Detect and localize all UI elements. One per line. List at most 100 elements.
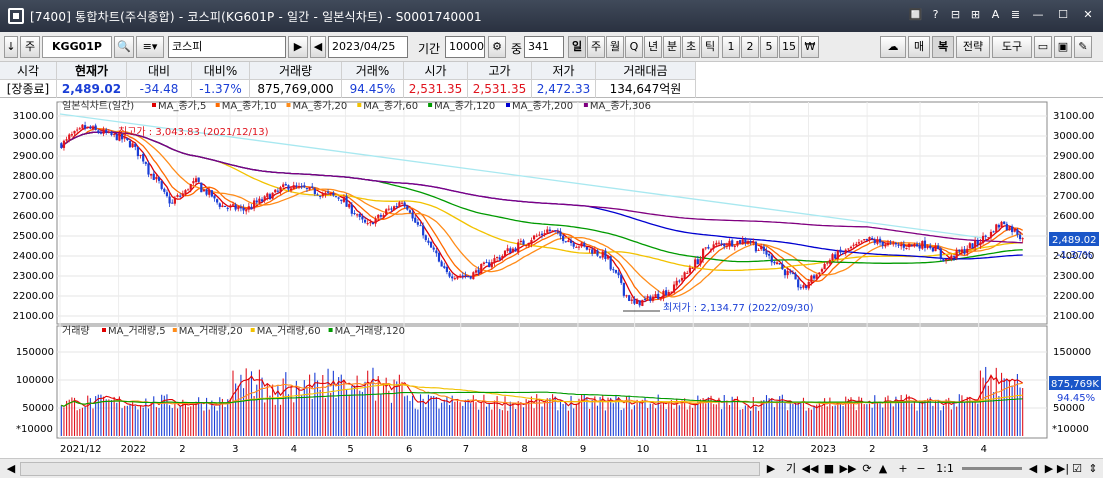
candle-body: [276, 190, 279, 192]
currency-button[interactable]: ₩: [801, 36, 819, 58]
close-icon[interactable]: ✕: [1083, 8, 1093, 21]
interval-15-button[interactable]: 15: [779, 36, 799, 58]
volume-ratio-badge: 94.45%: [1057, 393, 1095, 404]
chart-area[interactable]: 3100.00 3000.00 2900.00 2800.00 2700.00 2600.…: [0, 98, 1103, 458]
high-annotation: 최고가 : 3,043.83 (2021/12/13): [118, 126, 269, 138]
period-day-button[interactable]: 일: [568, 36, 586, 58]
slider-right-icon[interactable]: ▶: [1044, 462, 1054, 475]
candle-body: [400, 202, 404, 204]
scrollbar-track[interactable]: [20, 462, 760, 476]
font-icon[interactable]: A: [991, 8, 1000, 21]
grid-icon[interactable]: ⊞: [970, 8, 981, 21]
candle-body: [606, 255, 610, 259]
period-minute-button[interactable]: 분: [663, 36, 681, 58]
interval-1-button[interactable]: 1: [722, 36, 740, 58]
stock-type-button[interactable]: 주: [20, 36, 40, 58]
candle-body: [781, 263, 784, 270]
candle-body: [319, 195, 322, 197]
volume-tick-label-right: 50000: [1053, 403, 1085, 414]
candle-body: [250, 206, 253, 210]
candle-body: [62, 140, 66, 148]
time-tick-label: 12: [752, 444, 765, 455]
period-second-button[interactable]: 초: [682, 36, 700, 58]
scroll-left-icon[interactable]: ◀: [6, 462, 16, 475]
legend-swatch: [583, 103, 588, 107]
list-icon[interactable]: ≡▾: [136, 36, 164, 58]
date-input[interactable]: 2023/04/25: [328, 36, 408, 58]
folder-icon[interactable]: ▭: [1034, 36, 1052, 58]
search-icon[interactable]: 🔍: [114, 36, 134, 58]
arrow-down-icon[interactable]: ↓: [4, 36, 18, 58]
quote-amount: 134,647억원: [596, 80, 696, 98]
layout-icon[interactable]: ⊟: [950, 8, 961, 21]
base-icon[interactable]: 기: [785, 462, 797, 475]
scroll-right-icon[interactable]: ▶: [766, 462, 776, 475]
candle-body: [530, 240, 533, 245]
candle-body: [173, 197, 176, 204]
wrench-icon[interactable]: ✎: [1074, 36, 1092, 58]
period-quarter-button[interactable]: Q: [625, 36, 643, 58]
rewind-icon[interactable]: ◀◀: [801, 462, 819, 475]
minimize-icon[interactable]: —: [1032, 8, 1044, 21]
candle-body: [406, 205, 409, 210]
candle-body: [1000, 221, 1003, 228]
legend-label: MA_종가,120: [434, 100, 495, 112]
candle-body: [490, 262, 493, 268]
buy-button[interactable]: 매: [908, 36, 930, 58]
pin-icon[interactable]: 🔲: [908, 8, 923, 21]
cloud-icon[interactable]: ☁: [880, 36, 906, 58]
maximize-icon[interactable]: ☐: [1058, 8, 1068, 21]
code-input[interactable]: KGG01P: [42, 36, 112, 58]
candle-body: [662, 290, 665, 299]
period-input[interactable]: 10000: [445, 36, 485, 58]
candle-body: [514, 248, 517, 252]
help-icon[interactable]: ?: [932, 8, 939, 21]
period-month-button[interactable]: 월: [606, 36, 624, 58]
zoom-in-icon[interactable]: +: [898, 462, 908, 475]
save-icon[interactable]: ▣: [1054, 36, 1072, 58]
window-title: [7400] 통합차트(주식종합) - 코스피(KG601P - 일간 - 일본…: [30, 9, 482, 24]
candle-body: [649, 296, 652, 301]
candle-body: [1008, 226, 1011, 231]
refresh-icon[interactable]: ⟳: [862, 462, 872, 475]
strategy-button[interactable]: 전략: [956, 36, 990, 58]
goto-end-icon[interactable]: ▶|: [1056, 462, 1070, 475]
price-tick-label-right: 2100.00: [1053, 311, 1094, 322]
resize-icon[interactable]: ⇕: [1088, 462, 1098, 475]
slider-left-icon[interactable]: ◀: [1028, 462, 1038, 475]
fast-forward-icon[interactable]: ▶▶: [839, 462, 857, 475]
quote-volume: 875,769,000: [250, 80, 342, 98]
prev-icon[interactable]: ◀: [310, 36, 326, 58]
stock-name-input[interactable]: 코스피: [168, 36, 286, 58]
interval-5-button[interactable]: 5: [760, 36, 778, 58]
price-tick-label: 2500.00: [13, 231, 54, 242]
count-input[interactable]: 341: [524, 36, 564, 58]
interval-2-button[interactable]: 2: [741, 36, 759, 58]
candle-body: [511, 248, 515, 253]
candle-body: [725, 245, 728, 247]
candle-body: [163, 188, 166, 192]
next-icon[interactable]: ▶: [288, 36, 308, 58]
candle-body: [852, 244, 855, 246]
checklist-icon[interactable]: ☑: [1072, 462, 1082, 475]
candle-body: [260, 199, 264, 202]
price-volume-chart[interactable]: 3100.00 3000.00 2900.00 2800.00 2700.00 2600.…: [0, 98, 1103, 458]
candle-body: [543, 233, 546, 235]
stop-icon[interactable]: ■: [823, 462, 835, 475]
menu-icon[interactable]: ≣: [1010, 8, 1021, 21]
volume-legend-title: 거래량: [62, 325, 90, 337]
period-year-button[interactable]: 년: [644, 36, 662, 58]
period-week-button[interactable]: 주: [587, 36, 605, 58]
up-icon[interactable]: ▲: [878, 462, 888, 475]
candle-body: [643, 298, 647, 300]
zoom-out-icon[interactable]: −: [916, 462, 926, 475]
settings-icon[interactable]: ⚙: [488, 36, 506, 58]
candle-body: [247, 206, 250, 210]
candle-body: [789, 271, 792, 273]
candle-body: [160, 181, 163, 189]
period-tick-button[interactable]: 틱: [701, 36, 719, 58]
candle-body: [702, 248, 705, 260]
zoom-slider[interactable]: [962, 467, 1022, 470]
compound-button[interactable]: 복: [932, 36, 954, 58]
tools-button[interactable]: 도구: [992, 36, 1032, 58]
